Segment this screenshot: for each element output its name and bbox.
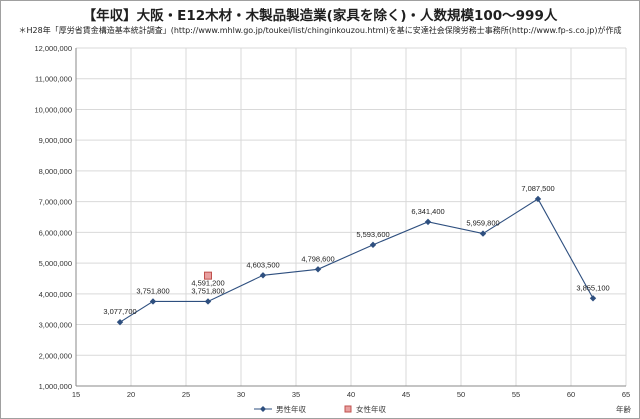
y-tick-label: 2,000,000 [39, 351, 72, 360]
x-tick-label: 45 [402, 390, 410, 399]
male-data-label: 6,341,400 [411, 207, 444, 216]
y-tick-label: 4,000,000 [39, 290, 72, 299]
female-data-label: 4,591,200 [191, 279, 224, 288]
male-data-point [259, 272, 267, 279]
legend-male-marker [260, 406, 266, 412]
male-data-label: 7,087,500 [521, 184, 554, 193]
x-tick-label: 20 [127, 390, 135, 399]
y-tick-label: 9,000,000 [39, 136, 72, 145]
x-tick-label: 40 [347, 390, 355, 399]
male-data-point [479, 230, 487, 237]
male-data-label: 3,751,800 [136, 286, 169, 295]
male-data-point [314, 266, 322, 273]
y-tick-label: 6,000,000 [39, 228, 72, 237]
x-axis-title: 年齢 [616, 404, 631, 414]
male-data-point [369, 241, 377, 249]
x-tick-label: 35 [292, 390, 300, 399]
male-data-point [149, 298, 157, 305]
x-tick-label: 30 [237, 390, 245, 399]
legend-female-marker [344, 405, 352, 413]
male-data-point [116, 318, 124, 326]
female-data-point [204, 271, 212, 280]
x-tick-label: 25 [182, 390, 190, 399]
male-data-label: 3,751,800 [191, 286, 224, 295]
legend-female-label: 女性年収 [356, 404, 386, 414]
y-tick-label: 3,000,000 [39, 321, 72, 330]
y-tick-label: 8,000,000 [39, 167, 72, 176]
male-data-label: 5,959,800 [466, 219, 499, 228]
male-data-point [589, 295, 597, 302]
x-tick-label: 15 [72, 390, 80, 399]
male-data-label: 5,593,600 [356, 230, 389, 239]
y-tick-label: 11,000,000 [35, 75, 72, 84]
legend-male-label: 男性年収 [276, 404, 306, 414]
male-data-label: 3,855,100 [576, 283, 609, 292]
y-tick-label: 10,000,000 [34, 105, 72, 114]
y-tick-label: 12,000,000 [34, 44, 72, 53]
male-data-label: 4,798,600 [301, 254, 334, 263]
male-data-point [534, 195, 542, 203]
x-tick-label: 65 [622, 390, 630, 399]
y-tick-label: 5,000,000 [39, 259, 72, 268]
chart-source-note: ＊H28年「厚労省賃金構造基本統計調査」(http://www.mhlw.go.… [18, 26, 622, 35]
x-tick-label: 60 [567, 390, 575, 399]
y-tick-label: 1,000,000 [39, 382, 72, 391]
x-tick-label: 55 [512, 390, 520, 399]
male-data-label: 4,603,500 [246, 260, 279, 269]
x-tick-label: 50 [457, 390, 465, 399]
male-series-line [119, 198, 594, 323]
male-data-point [204, 298, 212, 305]
male-data-point [424, 218, 432, 226]
y-tick-label: 7,000,000 [39, 198, 72, 207]
chart-title: 【年収】大阪・E12木材・木製品製造業(家具を除く)・人数規模100～999人 [82, 8, 558, 24]
male-data-label: 3,077,700 [103, 307, 136, 316]
